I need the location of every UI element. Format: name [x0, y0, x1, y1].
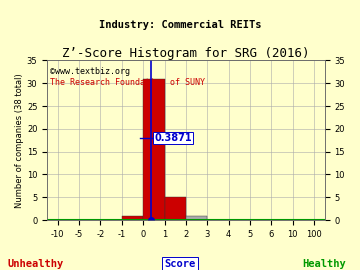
Text: Unhealthy: Unhealthy	[8, 259, 64, 269]
Text: ©www.textbiz.org: ©www.textbiz.org	[50, 67, 130, 76]
Text: Healthy: Healthy	[302, 259, 346, 269]
Text: 0.3871: 0.3871	[154, 133, 192, 143]
Y-axis label: Number of companies (38 total): Number of companies (38 total)	[15, 73, 24, 208]
Bar	[186, 215, 207, 220]
Title: Z’-Score Histogram for SRG (2016): Z’-Score Histogram for SRG (2016)	[62, 48, 310, 60]
Bar	[165, 197, 186, 220]
Text: The Research Foundation of SUNY: The Research Foundation of SUNY	[50, 78, 205, 87]
Bar	[143, 79, 165, 220]
Text: Score: Score	[165, 259, 195, 269]
Bar	[122, 215, 143, 220]
Text: Industry: Commercial REITs: Industry: Commercial REITs	[99, 20, 261, 30]
